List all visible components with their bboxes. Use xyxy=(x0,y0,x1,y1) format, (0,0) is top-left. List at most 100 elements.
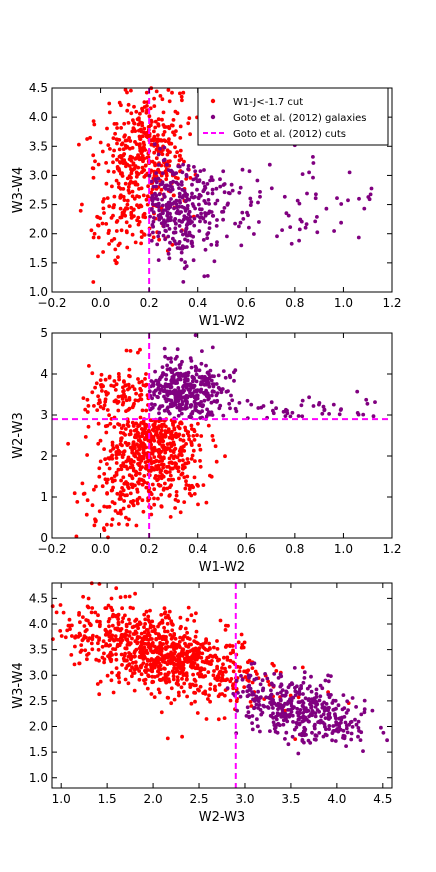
data-point xyxy=(256,200,260,205)
data-point xyxy=(150,650,155,655)
x-tick-label: 0.0 xyxy=(91,542,110,556)
data-point xyxy=(288,414,293,419)
data-point xyxy=(201,189,206,194)
data-point xyxy=(212,669,216,673)
data-point xyxy=(299,684,303,688)
data-point xyxy=(357,729,361,733)
data-point xyxy=(174,211,179,215)
data-point xyxy=(137,447,142,452)
data-point xyxy=(184,174,189,179)
x-tick-label: 0.6 xyxy=(237,296,256,310)
data-point xyxy=(226,389,230,393)
data-point xyxy=(102,504,107,509)
data-point xyxy=(234,409,239,414)
data-point xyxy=(162,676,166,680)
data-point xyxy=(61,610,66,615)
data-point xyxy=(337,721,342,726)
data-point xyxy=(166,652,170,657)
data-point xyxy=(117,154,122,159)
data-point xyxy=(159,710,164,715)
data-point xyxy=(240,210,245,215)
data-point xyxy=(92,231,97,236)
data-point xyxy=(178,136,183,140)
data-point xyxy=(238,694,243,699)
data-point xyxy=(86,404,91,408)
data-point xyxy=(182,388,187,393)
data-point xyxy=(195,482,200,487)
data-points xyxy=(66,333,377,540)
data-point xyxy=(181,647,186,652)
data-point xyxy=(188,685,193,689)
data-point xyxy=(260,710,265,715)
data-point xyxy=(150,198,155,203)
data-point xyxy=(98,619,102,624)
data-point xyxy=(178,635,183,640)
data-point xyxy=(123,181,128,186)
data-point xyxy=(201,181,206,185)
data-point xyxy=(314,737,318,742)
data-point xyxy=(236,640,241,645)
data-point xyxy=(121,656,126,661)
data-point xyxy=(199,434,204,438)
data-point xyxy=(287,714,292,719)
data-point xyxy=(147,124,152,129)
data-point xyxy=(173,145,177,150)
data-point xyxy=(170,669,175,674)
data-point xyxy=(128,641,133,646)
data-point xyxy=(188,215,193,219)
data-point xyxy=(157,237,162,242)
data-point xyxy=(156,167,161,172)
data-point xyxy=(224,669,228,674)
data-point xyxy=(75,500,80,504)
data-point xyxy=(283,414,288,418)
data-point xyxy=(275,711,280,716)
data-point xyxy=(162,625,167,630)
x-tick-label: −0.2 xyxy=(37,296,66,310)
data-point xyxy=(181,232,185,237)
data-point xyxy=(178,148,183,153)
data-point xyxy=(138,467,143,472)
data-point xyxy=(373,400,377,404)
data-point xyxy=(168,633,173,637)
data-point xyxy=(110,184,114,189)
data-point xyxy=(195,711,200,715)
data-point xyxy=(153,125,158,130)
data-point xyxy=(166,88,171,92)
data-point xyxy=(151,235,156,240)
data-point xyxy=(249,200,254,204)
data-point xyxy=(356,734,360,739)
data-point xyxy=(228,658,233,663)
data-point xyxy=(301,711,305,715)
data-point xyxy=(142,100,147,104)
data-point xyxy=(111,153,115,158)
y-tick-label: 4.0 xyxy=(29,617,48,631)
data-point xyxy=(109,488,114,493)
data-point xyxy=(326,679,331,684)
data-point xyxy=(281,703,286,708)
data-point xyxy=(118,430,123,435)
x-axis-ticks: 1.0 1.5 2.0 2.5 3.0 3.5 4.0 4.5 xyxy=(52,583,392,806)
data-point xyxy=(162,486,166,491)
data-point xyxy=(178,394,182,399)
data-point xyxy=(163,481,167,486)
data-point xyxy=(207,641,212,646)
data-point xyxy=(198,410,202,415)
data-point xyxy=(215,639,219,643)
data-point xyxy=(237,224,241,229)
data-point xyxy=(93,159,97,164)
data-point xyxy=(135,203,139,208)
data-point xyxy=(152,104,157,108)
x-tick-label: 0.8 xyxy=(285,542,304,556)
data-point xyxy=(109,605,113,610)
data-point xyxy=(164,469,169,474)
data-point xyxy=(92,404,96,408)
data-point xyxy=(344,726,349,731)
data-point xyxy=(151,624,156,629)
data-point xyxy=(179,685,184,690)
data-point xyxy=(250,714,255,718)
data-point xyxy=(118,206,123,211)
data-point xyxy=(256,706,260,710)
data-point xyxy=(160,423,164,427)
data-point xyxy=(346,198,350,203)
data-point xyxy=(150,452,155,456)
